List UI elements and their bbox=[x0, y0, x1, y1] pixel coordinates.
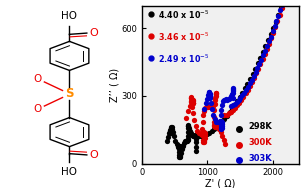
Text: S: S bbox=[65, 87, 74, 101]
Text: O: O bbox=[33, 74, 42, 84]
X-axis label: Z' ( Ω): Z' ( Ω) bbox=[205, 179, 236, 188]
Text: 2.49 x 10$^{-5}$: 2.49 x 10$^{-5}$ bbox=[158, 53, 209, 65]
Text: 298K: 298K bbox=[249, 122, 272, 131]
Text: O: O bbox=[89, 150, 98, 160]
Y-axis label: Z’’ ( Ω): Z’’ ( Ω) bbox=[110, 67, 120, 102]
Text: O: O bbox=[89, 28, 98, 38]
Text: 300K: 300K bbox=[249, 138, 272, 147]
Text: 3.46 x 10$^{-5}$: 3.46 x 10$^{-5}$ bbox=[158, 31, 209, 43]
Text: O: O bbox=[33, 104, 42, 114]
Text: 303K: 303K bbox=[249, 154, 272, 163]
Text: 4.40 x 10$^{-5}$: 4.40 x 10$^{-5}$ bbox=[158, 9, 209, 21]
Text: HO: HO bbox=[62, 167, 77, 177]
Text: HO: HO bbox=[62, 11, 77, 21]
